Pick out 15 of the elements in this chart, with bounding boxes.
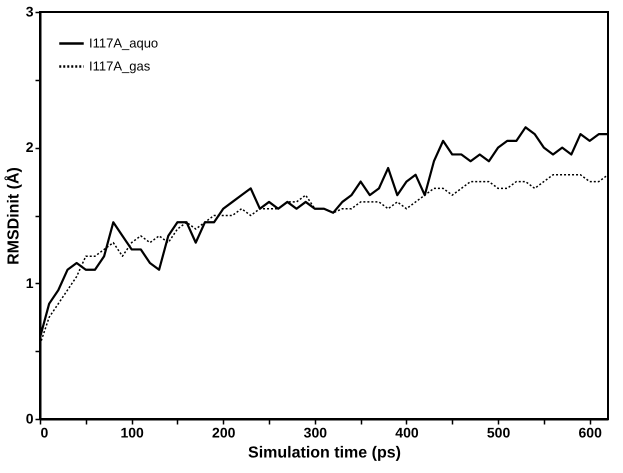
y-axis-title: RMSDinit (Å): [4, 167, 23, 265]
y-tick-label: 2: [26, 139, 34, 156]
legend-label: I117A_gas: [89, 58, 151, 74]
y-tick-label: 0: [26, 410, 34, 426]
x-tick-label: 200: [212, 424, 236, 440]
x-tick-label: 100: [120, 424, 144, 440]
x-tick-label: 600: [578, 424, 602, 440]
x-tick-label: 500: [486, 424, 510, 440]
legend-label: I117A_aquo: [89, 36, 158, 50]
x-tick-label: 0: [40, 424, 48, 440]
y-tick-label: 3: [26, 4, 34, 20]
x-tick-label: 300: [304, 424, 328, 440]
y-tick-label: 1: [26, 274, 34, 291]
x-axis-title: Simulation time (ps): [248, 444, 401, 462]
x-tick-label: 400: [395, 424, 419, 440]
